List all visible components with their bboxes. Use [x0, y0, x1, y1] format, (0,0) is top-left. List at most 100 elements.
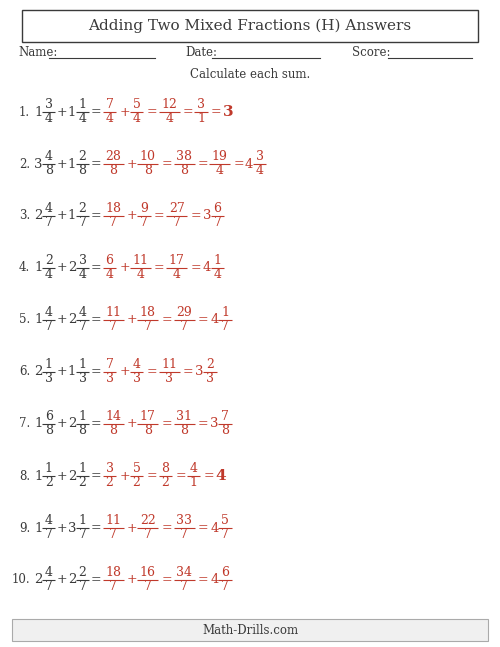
Text: 1: 1 [68, 210, 76, 223]
Text: 4: 4 [166, 113, 173, 126]
Text: +: + [120, 366, 130, 378]
Text: =: = [204, 470, 214, 483]
Text: 7: 7 [110, 217, 118, 230]
Text: 22: 22 [140, 514, 156, 527]
Text: =: = [176, 470, 186, 483]
Text: =: = [146, 105, 157, 118]
Text: 8: 8 [44, 164, 52, 177]
Text: 7: 7 [221, 529, 229, 542]
Text: 2: 2 [68, 261, 76, 274]
Text: 4: 4 [256, 164, 264, 177]
Text: 4: 4 [216, 164, 224, 177]
Text: 2: 2 [206, 358, 214, 371]
Text: =: = [190, 261, 201, 274]
Text: 7: 7 [144, 529, 152, 542]
Text: 4: 4 [132, 358, 140, 371]
Text: 1: 1 [197, 113, 205, 126]
Text: 7: 7 [110, 320, 118, 333]
Text: 4: 4 [44, 269, 52, 281]
Text: 3: 3 [224, 105, 234, 119]
Text: 7: 7 [144, 580, 152, 593]
Text: 2: 2 [68, 470, 76, 483]
FancyBboxPatch shape [22, 10, 478, 42]
Text: 2.: 2. [19, 157, 30, 171]
Text: =: = [183, 105, 194, 118]
Text: 4: 4 [245, 157, 253, 171]
Text: 5: 5 [132, 463, 140, 476]
Text: 1: 1 [34, 261, 42, 274]
Text: 3: 3 [197, 98, 205, 111]
Text: 7: 7 [44, 320, 52, 333]
Text: =: = [90, 521, 101, 534]
Text: 14: 14 [106, 410, 122, 424]
Text: 4: 4 [216, 469, 226, 483]
Text: 4: 4 [78, 269, 86, 281]
Text: 2: 2 [34, 573, 42, 586]
Text: 4: 4 [210, 573, 218, 586]
Text: =: = [162, 521, 172, 534]
Text: 7: 7 [173, 217, 181, 230]
Text: 7: 7 [221, 320, 229, 333]
Text: 7: 7 [44, 217, 52, 230]
Text: 2: 2 [132, 476, 140, 490]
Text: 9: 9 [140, 203, 148, 215]
Text: 29: 29 [176, 307, 192, 320]
Text: +: + [56, 314, 67, 327]
Text: 4: 4 [106, 269, 114, 281]
Text: +: + [120, 470, 130, 483]
Text: 3: 3 [196, 366, 204, 378]
Text: +: + [56, 210, 67, 223]
Text: 3: 3 [106, 463, 114, 476]
Text: 18: 18 [140, 307, 156, 320]
Text: 1: 1 [68, 157, 76, 171]
Text: +: + [120, 261, 130, 274]
Text: +: + [56, 105, 67, 118]
Text: Calculate each sum.: Calculate each sum. [190, 67, 310, 80]
Text: 4.: 4. [19, 261, 30, 274]
Text: 3: 3 [256, 151, 264, 164]
Text: 2: 2 [68, 417, 76, 430]
Text: 1: 1 [34, 105, 42, 118]
Text: =: = [198, 573, 208, 586]
Text: 2: 2 [78, 151, 86, 164]
Text: +: + [127, 210, 138, 223]
Text: 1.: 1. [19, 105, 30, 118]
Text: 7: 7 [144, 320, 152, 333]
Text: 12: 12 [162, 98, 178, 111]
Text: 7: 7 [180, 580, 188, 593]
Text: 8: 8 [110, 164, 118, 177]
Text: +: + [56, 366, 67, 378]
Text: 7: 7 [78, 529, 86, 542]
Text: +: + [127, 157, 138, 171]
Text: 7: 7 [78, 217, 86, 230]
Text: 7: 7 [44, 580, 52, 593]
Text: 1: 1 [214, 254, 222, 267]
Text: 7: 7 [110, 529, 118, 542]
Text: 8.: 8. [19, 470, 30, 483]
Text: 19: 19 [212, 151, 228, 164]
Text: 18: 18 [106, 567, 122, 580]
Text: +: + [127, 521, 138, 534]
Text: =: = [198, 314, 208, 327]
Text: =: = [154, 261, 164, 274]
Text: 1: 1 [34, 521, 42, 534]
Text: 4: 4 [132, 113, 140, 126]
Text: =: = [162, 417, 172, 430]
Text: 4: 4 [78, 113, 86, 126]
Text: 31: 31 [176, 410, 192, 424]
Text: 4: 4 [214, 269, 222, 281]
Text: 7: 7 [106, 98, 114, 111]
Text: 7: 7 [78, 580, 86, 593]
Text: 2: 2 [78, 567, 86, 580]
Text: +: + [56, 470, 67, 483]
Text: 3: 3 [44, 373, 52, 386]
Text: =: = [198, 521, 208, 534]
Text: 17: 17 [140, 410, 156, 424]
Text: 8: 8 [162, 463, 170, 476]
Text: 1: 1 [68, 366, 76, 378]
Text: =: = [211, 105, 222, 118]
Text: =: = [162, 157, 172, 171]
Text: 4: 4 [136, 269, 144, 281]
Text: 4: 4 [44, 203, 52, 215]
Text: =: = [90, 210, 101, 223]
